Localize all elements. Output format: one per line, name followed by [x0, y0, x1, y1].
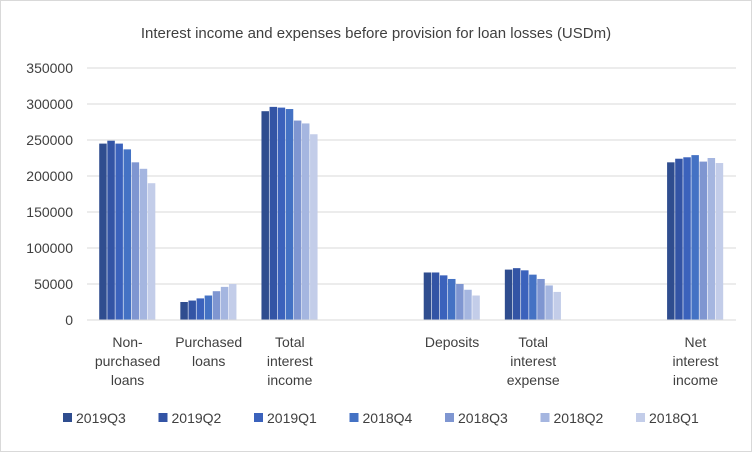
x-category-label-line: interest	[672, 353, 718, 369]
x-category-label-line: Total	[518, 334, 548, 350]
legend-swatch	[636, 413, 645, 422]
bar	[464, 289, 472, 320]
bar	[139, 168, 148, 320]
x-category-label: Purchased loans	[175, 334, 242, 369]
bar	[456, 284, 464, 320]
bar	[131, 162, 140, 320]
bar	[504, 269, 513, 320]
bar	[147, 183, 156, 320]
x-category-label: Deposits	[425, 334, 479, 350]
y-tick-label: 300000	[26, 96, 73, 112]
legend-swatch	[158, 413, 168, 422]
bar	[293, 120, 302, 320]
legend-swatch	[540, 413, 550, 422]
x-category-label-line: Deposits	[425, 334, 479, 350]
x-category-label: Net interest income	[672, 334, 718, 388]
legend-label: 2018Q4	[363, 410, 413, 426]
bar	[699, 161, 707, 320]
x-category-label: Total interest expense	[507, 334, 560, 388]
bar	[431, 272, 440, 320]
bar	[277, 107, 286, 320]
bar	[472, 295, 480, 320]
x-category-label-line: interest	[267, 353, 313, 369]
bar	[204, 295, 213, 320]
legend-label: 2019Q3	[76, 410, 126, 426]
x-category-label-line: Non-	[112, 334, 143, 350]
x-category-label-line: interest	[510, 353, 556, 369]
bar	[667, 162, 675, 320]
bar	[707, 158, 716, 320]
y-tick-label: 0	[65, 312, 73, 328]
bar	[512, 268, 521, 320]
y-tick-label: 150000	[26, 204, 73, 220]
bar	[529, 274, 537, 320]
bar	[220, 286, 229, 320]
x-category-label-line: purchased	[95, 353, 160, 369]
y-tick-label: 350000	[26, 60, 73, 76]
gridlines	[87, 67, 736, 285]
bar	[228, 284, 237, 320]
x-category-label-line: Total	[275, 334, 305, 350]
y-tick-label: 100000	[26, 240, 73, 256]
chart-title: Interest income and expenses before prov…	[141, 25, 611, 42]
x-axis-category-labels: Non-purchased loans Purchased loans Total int…	[95, 334, 719, 388]
legend-swatch	[349, 413, 359, 422]
legend-swatch	[254, 413, 263, 422]
bar	[301, 123, 310, 320]
bar	[196, 298, 205, 320]
x-category-label: Total interest income	[267, 334, 313, 388]
y-tick-label: 200000	[26, 168, 73, 184]
bar	[310, 134, 318, 320]
bar	[285, 109, 294, 320]
bar	[537, 278, 545, 320]
legend-swatch	[63, 413, 72, 422]
x-category-label: Non-purchased loans	[95, 334, 160, 388]
bar	[115, 143, 123, 320]
legend: 2019Q3 2019Q2 2019Q1 2018Q4 2018Q3 2018Q2 2018…	[63, 410, 699, 426]
y-tick-label: 50000	[34, 276, 73, 292]
bar	[683, 157, 691, 320]
x-category-label-line: expense	[507, 372, 560, 388]
bar	[188, 300, 196, 320]
legend-swatch	[445, 413, 454, 422]
legend-label: 2019Q2	[172, 410, 222, 426]
bar	[261, 111, 269, 320]
x-category-label-line: Net	[685, 334, 707, 350]
bar	[180, 302, 188, 320]
legend-label: 2019Q1	[267, 410, 317, 426]
bar	[448, 278, 456, 320]
bar	[439, 275, 448, 320]
bar	[107, 140, 115, 320]
bars	[99, 106, 724, 320]
bar	[521, 270, 529, 320]
legend-label: 2018Q2	[554, 410, 604, 426]
bar	[212, 291, 221, 320]
bar	[269, 106, 278, 320]
x-category-label-line: income	[673, 372, 718, 388]
legend-label: 2018Q1	[649, 410, 699, 426]
x-category-label-line: loans	[192, 353, 225, 369]
y-axis-tick-labels: 0 50000 100000 150000 200000 250000 300000 3500…	[26, 60, 73, 328]
bar	[545, 285, 553, 320]
y-tick-label: 250000	[26, 132, 73, 148]
bar	[99, 143, 107, 320]
x-category-label-line: loans	[111, 372, 144, 388]
bar	[691, 155, 699, 320]
bar	[123, 149, 132, 320]
bar	[423, 272, 432, 320]
x-category-label-line: income	[267, 372, 312, 388]
bar	[553, 291, 561, 320]
bar	[715, 163, 724, 320]
legend-label: 2018Q3	[458, 410, 508, 426]
bar	[675, 158, 683, 320]
x-category-label-line: Purchased	[175, 334, 242, 350]
